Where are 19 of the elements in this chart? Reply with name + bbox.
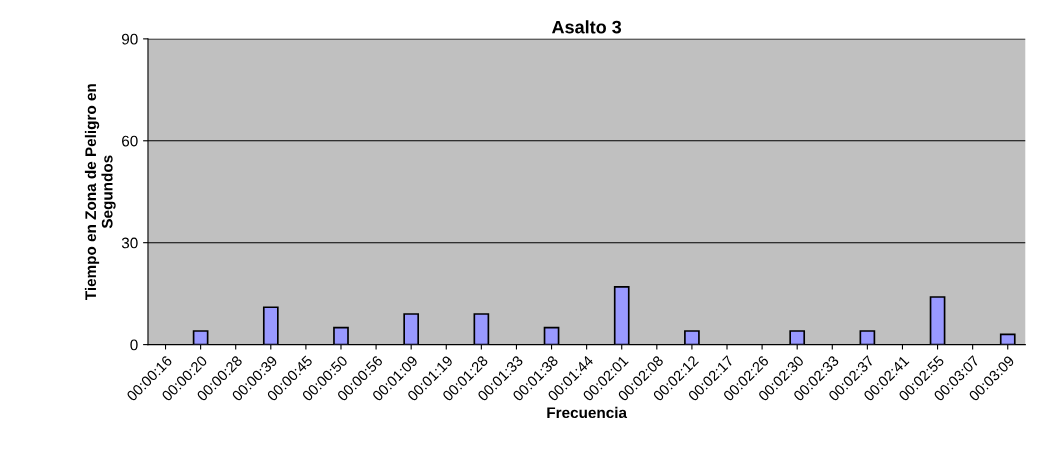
y-axis-title: Tiempo en Zona de Peligro en Segundos xyxy=(84,84,116,301)
bar xyxy=(613,286,630,345)
bar xyxy=(684,330,700,345)
bar xyxy=(192,330,209,345)
bar xyxy=(473,313,490,345)
bar xyxy=(543,326,560,345)
bar xyxy=(403,313,420,345)
chart-title: Asalto 3 xyxy=(551,20,622,34)
bar xyxy=(859,330,876,345)
bar xyxy=(999,333,1016,345)
bar xyxy=(262,306,279,345)
bar xyxy=(929,296,946,345)
y-tick-label: 60 xyxy=(122,135,138,147)
y-tick-label: 30 xyxy=(121,237,138,249)
y-tick-label: 0 xyxy=(130,339,138,351)
x-axis-title: Frecuencia xyxy=(547,406,628,419)
bar xyxy=(789,330,806,345)
y-tick-label: 90 xyxy=(121,33,138,45)
bar xyxy=(333,326,349,345)
